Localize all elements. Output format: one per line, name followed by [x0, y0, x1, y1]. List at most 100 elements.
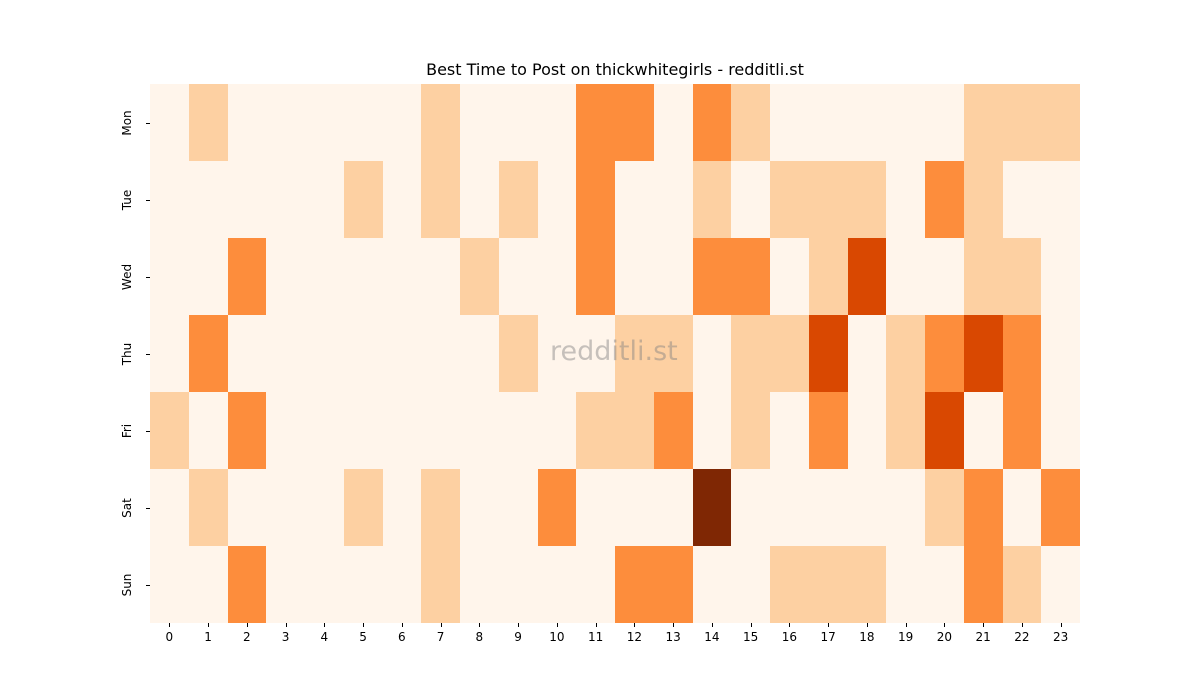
x-tick-mark: [595, 623, 597, 627]
x-tick-label: 8: [475, 630, 484, 644]
heatmap-cell: [963, 161, 1003, 238]
y-tick-mark: [146, 276, 150, 278]
y-axis-labels: Mon Tue Wed Thu Fri Sat Sun: [110, 84, 150, 623]
heatmap-cell: [227, 84, 267, 161]
heatmap-cell: [343, 238, 383, 315]
x-tick-mark: [905, 623, 907, 627]
heatmap-cell: [770, 238, 809, 315]
y-tick-mark: [146, 353, 150, 355]
heatmap-cell: [692, 392, 732, 469]
x-tick: 12: [615, 623, 654, 647]
heatmap-cell: [421, 161, 460, 238]
x-tick-label: 0: [165, 630, 174, 644]
heatmap-cell: [1041, 546, 1080, 623]
heatmap-cell: [188, 84, 228, 161]
heatmap-cell: [421, 238, 460, 315]
heatmap-cell: [770, 161, 809, 238]
heatmap-cell: [808, 469, 848, 546]
heatmap-cell: [808, 315, 848, 392]
x-tick-label: 3: [281, 630, 290, 644]
heatmap-cell: [1041, 238, 1080, 315]
x-tick-label: 10: [549, 630, 565, 644]
heatmap-cell: [343, 161, 383, 238]
heatmap-cell: [576, 84, 615, 161]
x-tick-label: 19: [897, 630, 914, 644]
x-axis-labels: 0 1 2 3 4 5 6 7 8 9 10 11 12 13 14 15 16 17 18 19 20 21 22 23: [150, 623, 1080, 647]
heatmap-cell: [731, 238, 770, 315]
x-tick: 21: [964, 623, 1003, 647]
heatmap-cell: [847, 161, 887, 238]
heatmap-cell: [692, 84, 732, 161]
heatmap-cell: [343, 315, 383, 392]
heatmap-cell: [537, 161, 577, 238]
heatmap-cell: [692, 546, 732, 623]
heatmap-cell: [886, 315, 925, 392]
heatmap-cell: [808, 84, 848, 161]
chart-title: Best Time to Post on thickwhitegirls - r…: [426, 60, 804, 79]
x-tick: 10: [538, 623, 577, 647]
heatmap-cell: [1002, 84, 1042, 161]
heatmap-cell: [925, 315, 964, 392]
heatmap-cell: [498, 469, 538, 546]
heatmap-cell: [1041, 315, 1080, 392]
x-tick: 11: [576, 623, 615, 647]
heatmap-cell: [421, 315, 460, 392]
y-tick-label: Wed: [120, 263, 134, 290]
x-tick-label: 18: [859, 630, 875, 644]
heatmap-cell: [615, 469, 654, 546]
x-tick-label: 1: [204, 630, 212, 644]
y-tick-mark: [146, 507, 150, 509]
heatmap-cell: [460, 546, 499, 623]
x-tick-mark: [208, 623, 210, 627]
heatmap-cell: [1041, 469, 1080, 546]
x-tick-label: 21: [975, 630, 991, 644]
x-tick-mark: [479, 623, 481, 627]
y-tick-label: Mon: [120, 109, 134, 136]
heatmap-cell: [925, 238, 964, 315]
heatmap-cell: [731, 392, 770, 469]
heatmap-cell: [188, 392, 228, 469]
heatmap-cell: [421, 84, 460, 161]
heatmap-cell: [266, 469, 305, 546]
y-tick: Mon: [110, 84, 150, 161]
heatmap-cell: [576, 161, 615, 238]
x-tick: 16: [770, 623, 809, 647]
heatmap-cell: [886, 469, 925, 546]
heatmap-cell: [808, 161, 848, 238]
x-tick-label: 23: [1052, 630, 1069, 644]
heatmap-cell: [266, 546, 305, 623]
heatmap-cell: [847, 469, 887, 546]
heatmap-cell: [1002, 469, 1042, 546]
heatmap-cell: [537, 469, 577, 546]
x-tick-mark: [169, 623, 171, 627]
heatmap-cell: [576, 546, 615, 623]
heatmap-cell: [847, 392, 887, 469]
heatmap-cell: [460, 315, 499, 392]
heatmap-cell: [382, 84, 422, 161]
heatmap-cell: [770, 469, 809, 546]
heatmap-cell: [731, 315, 770, 392]
x-tick: 4: [305, 623, 344, 647]
heatmap-cell: [305, 546, 344, 623]
heatmap-cell: [498, 546, 538, 623]
heatmap-cell: [1002, 546, 1042, 623]
heatmap-cell: [1041, 161, 1080, 238]
heatmap-cell: [188, 315, 228, 392]
x-tick: 5: [344, 623, 383, 647]
heatmap-cell: [460, 469, 499, 546]
heatmap-cell: [1002, 161, 1042, 238]
heatmap-cell: [498, 392, 538, 469]
x-tick-mark: [828, 623, 830, 627]
x-tick-mark: [324, 623, 326, 627]
y-tick-mark: [146, 584, 150, 586]
heatmap-cell: [731, 161, 770, 238]
heatmap-cell: [460, 84, 499, 161]
heatmap-cell: [188, 238, 228, 315]
heatmap-cell: [963, 469, 1003, 546]
x-tick-label: 2: [243, 630, 251, 644]
heatmap-cell: [576, 469, 615, 546]
x-tick-label: 11: [587, 630, 604, 644]
heatmap-cell: [227, 315, 267, 392]
heatmap-cell: [537, 315, 577, 392]
heatmap-cell: [421, 546, 460, 623]
